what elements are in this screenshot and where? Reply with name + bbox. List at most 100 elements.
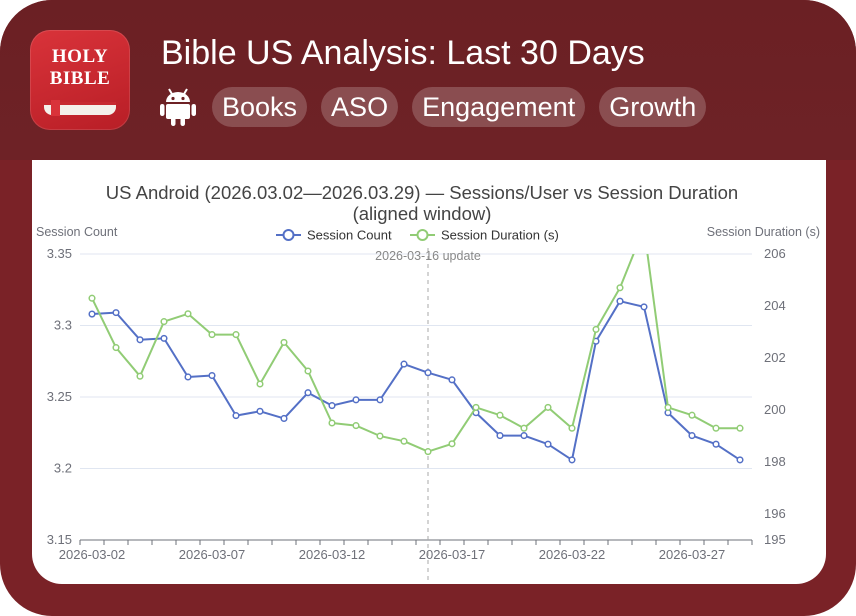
data-point	[136, 336, 144, 344]
line-chart: 3.15 3.2 3.25 3.3 3.35 195 196 198 200 202 204 206 2…	[36, 225, 820, 584]
y-right-tick-label: 200	[764, 402, 786, 417]
tag-aso[interactable]: ASO	[321, 87, 399, 127]
data-point	[376, 396, 384, 404]
data-point	[280, 338, 288, 346]
x-tick-label: 2026-03-17	[419, 547, 486, 562]
y-right-tick-label: 196	[764, 506, 786, 521]
x-tick-label: 2026-03-22	[539, 547, 606, 562]
y-left-tick-label: 3.25	[47, 389, 72, 404]
y-right-tick-label: 204	[764, 298, 786, 313]
tag-list: Books ASO Engagement Growth	[212, 87, 707, 127]
tag-growth[interactable]: Growth	[599, 87, 707, 127]
y-left-tick-label: 3.2	[54, 461, 72, 476]
data-point	[736, 424, 744, 432]
data-point	[424, 369, 432, 377]
data-point	[304, 367, 312, 375]
legend-swatch-marker	[282, 229, 295, 241]
data-point	[592, 325, 600, 333]
y-right-tick-label: 195	[764, 532, 786, 547]
tag-engagement[interactable]: Engagement	[412, 87, 586, 127]
data-point	[400, 437, 408, 445]
data-point	[256, 407, 264, 415]
data-point	[688, 411, 696, 419]
data-point	[448, 440, 456, 448]
data-point	[472, 403, 480, 411]
chart-title: US Android (2026.03.02—2026.03.29) — Ses…	[105, 182, 739, 224]
holy-bible-app-icon: HOLY BIBLE	[30, 30, 130, 130]
data-point	[736, 456, 744, 464]
data-point	[520, 424, 528, 432]
data-point	[328, 402, 336, 410]
data-point	[376, 432, 384, 440]
bookmark-ribbon-icon	[51, 100, 60, 116]
data-point	[184, 310, 192, 318]
data-point	[88, 310, 96, 318]
y-right-tick-label: 202	[764, 350, 786, 365]
tag-books[interactable]: Books	[212, 87, 308, 127]
data-point	[208, 331, 216, 339]
x-tick-label: 2026-03-12	[299, 547, 366, 562]
y-right-tick-label: 198	[764, 454, 786, 469]
data-point	[424, 448, 432, 456]
data-point	[112, 344, 120, 352]
series-session-duration	[88, 225, 744, 456]
data-point	[232, 331, 240, 339]
data-point	[280, 414, 288, 423]
data-point	[496, 411, 504, 419]
x-tick-label: 2026-03-27	[659, 547, 726, 562]
y-right-tick-label: 206	[764, 246, 786, 261]
chart-legend: Session Count Session Duration (s)	[276, 228, 559, 243]
data-point	[448, 376, 456, 384]
app-icon-text-line1: HOLY	[51, 46, 109, 67]
x-tick-label: 2026-03-02	[59, 547, 126, 562]
data-point	[568, 424, 576, 432]
header: HOLY BIBLE Bible US Analysis: Last 30 Da…	[0, 0, 856, 160]
data-point	[544, 440, 552, 448]
book-pages-icon	[44, 102, 116, 115]
data-point	[304, 389, 312, 397]
data-point	[688, 432, 696, 440]
series-line	[91, 300, 741, 461]
data-point	[208, 372, 216, 380]
data-point	[568, 456, 576, 464]
data-point	[712, 424, 720, 432]
data-point	[184, 373, 192, 381]
android-icon	[160, 88, 196, 126]
data-point	[352, 396, 360, 404]
data-point	[136, 372, 144, 380]
app-icon-text-line2: BIBLE	[49, 68, 111, 89]
series-line	[91, 254, 740, 453]
annotation-label: 2026-03-16 update	[375, 249, 481, 263]
x-tick-label: 2026-03-07	[179, 547, 246, 562]
data-point	[664, 403, 672, 411]
data-point	[544, 403, 552, 411]
chart-card: US Android (2026.03.02—2026.03.29) — Ses…	[32, 160, 826, 584]
data-point	[328, 419, 336, 427]
data-point	[616, 297, 624, 305]
data-point	[496, 432, 504, 440]
data-point	[616, 284, 624, 292]
data-point	[400, 360, 408, 368]
legend-swatch-marker	[416, 229, 429, 241]
data-point	[88, 294, 96, 302]
y-left-tick-label: 3.3	[54, 318, 72, 333]
data-point	[520, 432, 528, 440]
data-point	[352, 422, 360, 430]
legend-label[interactable]: Session Count	[307, 228, 392, 243]
y-left-tick-label: 3.35	[47, 246, 72, 261]
data-point	[712, 440, 720, 448]
y-left-tick-label: 3.15	[47, 532, 72, 547]
legend-label[interactable]: Session Duration (s)	[441, 228, 559, 243]
data-point	[641, 225, 647, 231]
data-point	[256, 380, 264, 388]
data-point	[640, 303, 648, 311]
y-right-axis-label: Session Duration (s)	[707, 225, 820, 239]
series-session-count	[88, 297, 744, 464]
data-point	[160, 334, 168, 342]
data-point	[232, 412, 240, 420]
data-point	[160, 318, 168, 326]
y-left-axis-label: Session Count	[36, 225, 118, 239]
data-point	[112, 309, 120, 317]
page-title: Bible US Analysis: Last 30 Days	[161, 34, 645, 72]
